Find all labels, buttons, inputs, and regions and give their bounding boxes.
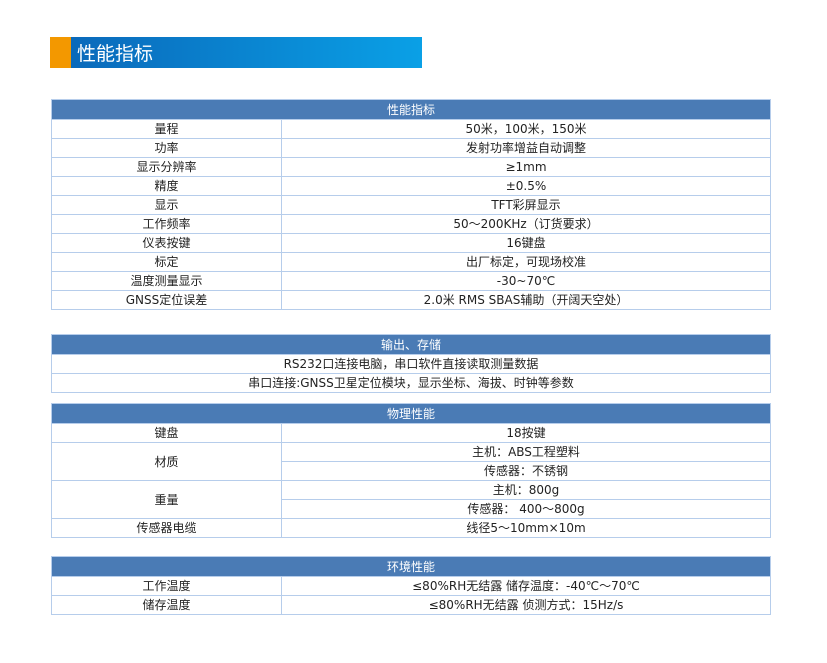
row-label: 量程 — [51, 119, 282, 139]
row-value: TFT彩屏显示 — [281, 195, 771, 215]
row-label: 储存温度 — [51, 595, 282, 615]
table-row: 温度测量显示 -30~70℃ — [51, 271, 771, 291]
row-label: 工作温度 — [51, 576, 282, 596]
table-row: 显示分辨率 ≥1mm — [51, 157, 771, 177]
row-value: 18按键 — [281, 423, 771, 443]
table-row: 工作频率 50～200KHz（订货要求） — [51, 214, 771, 234]
row-label: 显示 — [51, 195, 282, 215]
table-row: 标定 出厂标定，可现场校准 — [51, 252, 771, 272]
section-header: 性能指标 — [51, 99, 771, 120]
row-label: 工作频率 — [51, 214, 282, 234]
row-value: 2.0米 RMS SBAS辅助（开阔天空处） — [281, 290, 771, 310]
row-value: 发射功率增益自动调整 — [281, 138, 771, 158]
row-label: 标定 — [51, 252, 282, 272]
row-value: 16键盘 — [281, 233, 771, 253]
row-label: 重量 — [51, 480, 282, 519]
row-value: 传感器：不锈钢 — [281, 461, 771, 481]
row-value: ≤80%RH无结露 储存温度：-40℃～70℃ — [281, 576, 771, 596]
table-row: RS232口连接电脑，串口软件直接读取测量数据 — [51, 354, 771, 374]
row-label: 精度 — [51, 176, 282, 196]
table-row: GNSS定位误差 2.0米 RMS SBAS辅助（开阔天空处） — [51, 290, 771, 310]
row-value: 出厂标定，可现场校准 — [281, 252, 771, 272]
row-label: 功率 — [51, 138, 282, 158]
table-row: 显示 TFT彩屏显示 — [51, 195, 771, 215]
section-header: 物理性能 — [51, 403, 771, 424]
table-row: 量程 50米，100米，150米 — [51, 119, 771, 139]
banner-title: 性能指标 — [77, 43, 154, 65]
environment-table: 环境性能 工作温度 ≤80%RH无结露 储存温度：-40℃～70℃ 储存温度 ≤80… — [51, 556, 771, 615]
row-label: GNSS定位误差 — [51, 290, 282, 310]
banner-accent — [50, 37, 71, 68]
row-value: 50～200KHz（订货要求） — [281, 214, 771, 234]
row-value: 传感器： 400～800g — [281, 499, 771, 519]
physical-table: 物理性能 键盘 18按键 材质 主机：ABS工程塑料 传感器：不锈钢 重量 主机：80… — [51, 403, 771, 538]
row-value: 主机：800g — [281, 480, 771, 500]
row-label: 仪表按键 — [51, 233, 282, 253]
row-value: ≤80%RH无结露 侦测方式：15Hz/s — [281, 595, 771, 615]
row-value: 主机：ABS工程塑料 — [281, 442, 771, 462]
section-header: 环境性能 — [51, 556, 771, 577]
row-label: 传感器电缆 — [51, 518, 282, 538]
row-label: 材质 — [51, 442, 282, 481]
row-label: 温度测量显示 — [51, 271, 282, 291]
row-value: -30~70℃ — [281, 271, 771, 291]
row-value: 50米，100米，150米 — [281, 119, 771, 139]
row-value: 线径5～10mm×10m — [281, 518, 771, 538]
row-label: 键盘 — [51, 423, 282, 443]
table-row: 仪表按键 16键盘 — [51, 233, 771, 253]
output-storage-table: 输出、存储 RS232口连接电脑，串口软件直接读取测量数据 串口连接:GNSS卫… — [51, 334, 771, 393]
table-row: 精度 ±0.5% — [51, 176, 771, 196]
table-row: 串口连接:GNSS卫星定位模块，显示坐标、海拔、时钟等参数 — [51, 373, 771, 393]
table-row: 功率 发射功率增益自动调整 — [51, 138, 771, 158]
section-banner: 性能指标 — [50, 37, 422, 68]
row-value: ≥1mm — [281, 157, 771, 177]
row-value: ±0.5% — [281, 176, 771, 196]
performance-table: 性能指标 量程 50米，100米，150米 功率 发射功率增益自动调整 显示分辨率 ≥1m… — [51, 99, 771, 310]
row-label: 显示分辨率 — [51, 157, 282, 177]
section-header: 输出、存储 — [51, 334, 771, 355]
